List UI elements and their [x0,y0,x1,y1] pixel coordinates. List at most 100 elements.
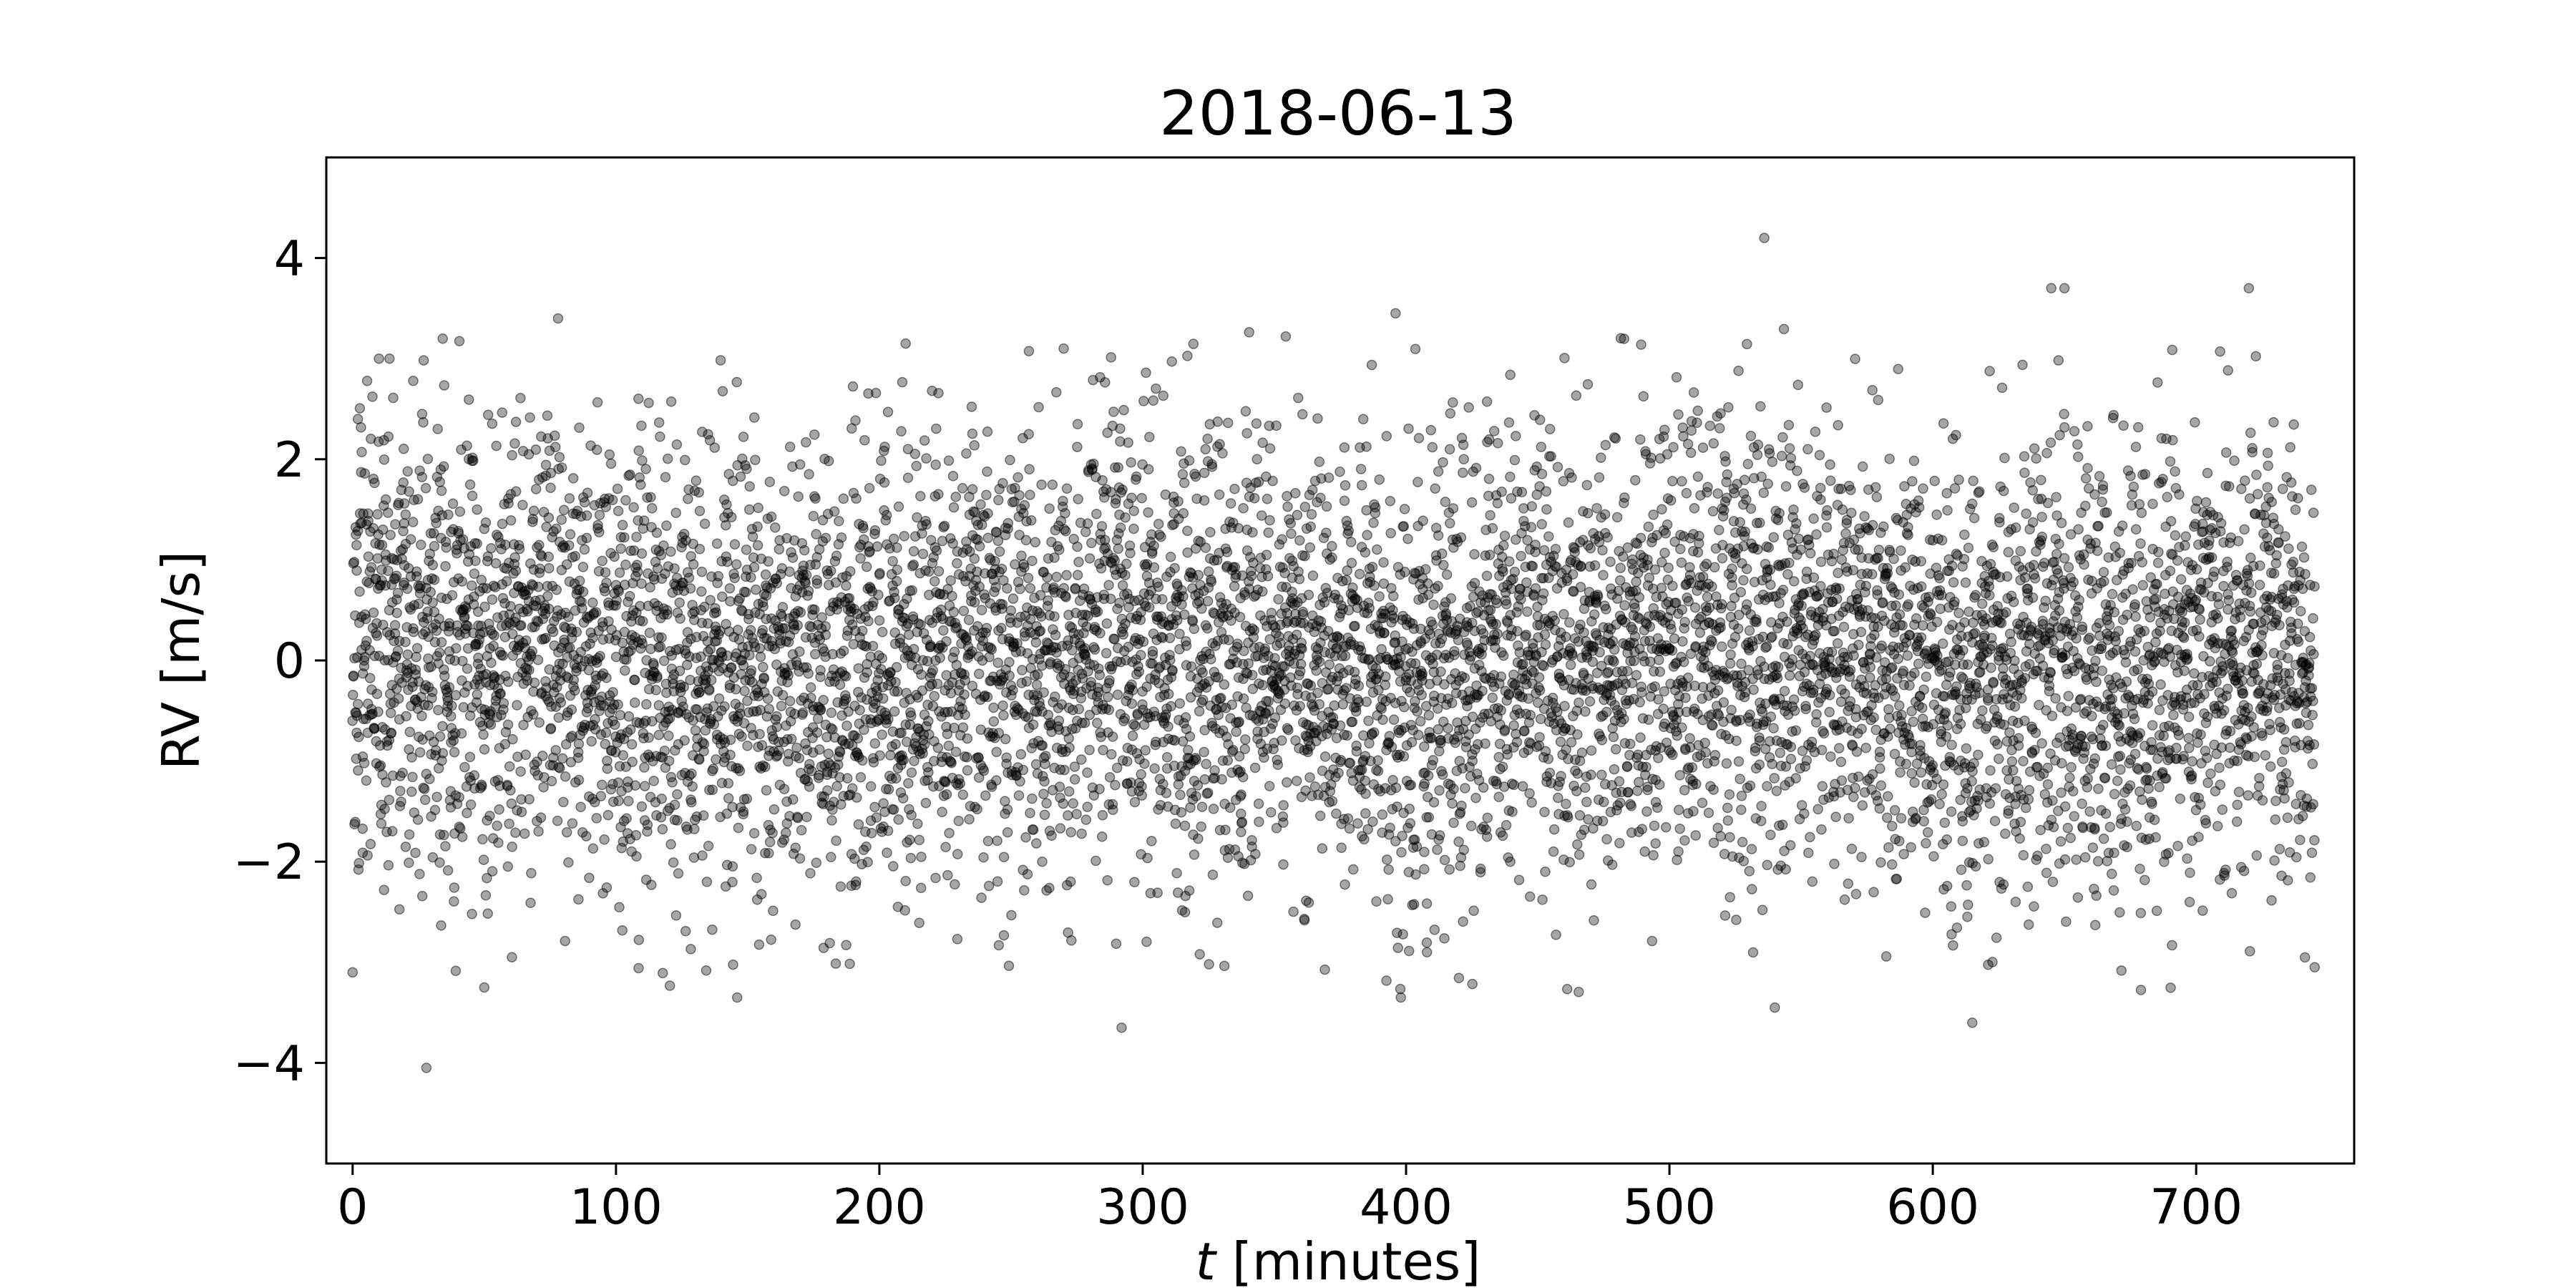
data-point [1445,408,1456,419]
data-point [419,699,430,711]
data-point [426,661,436,673]
data-point [779,784,790,795]
data-point [662,453,673,464]
data-point [1566,648,1578,659]
data-point [1427,619,1438,630]
data-point [1136,790,1148,801]
data-point [652,670,663,682]
data-point [357,847,369,858]
data-point [352,525,364,537]
data-point [643,732,654,743]
data-point [615,543,626,554]
data-point [1631,670,1642,680]
data-point [1420,564,1431,575]
data-point [1058,798,1069,809]
data-point [528,505,540,517]
data-point [467,909,477,919]
data-point [1343,605,1355,616]
data-point [935,653,945,663]
data-point [1589,609,1600,620]
data-point [691,475,702,486]
data-point [423,682,434,693]
data-point [404,744,414,755]
data-point [595,791,607,801]
data-point [1597,816,1609,826]
data-point [1493,791,1504,802]
data-point [1059,764,1070,776]
data-point [366,709,377,720]
data-point [1178,591,1189,602]
data-point [1199,774,1210,785]
data-point [790,919,801,930]
data-point [866,827,877,839]
data-point [355,518,366,529]
data-point [1073,494,1083,504]
data-point [396,796,406,807]
data-point [360,613,371,625]
data-point [1491,618,1501,630]
data-point [446,723,457,733]
data-point [395,771,406,781]
data-point [1430,483,1440,494]
data-point [1107,731,1118,742]
data-point [1587,656,1599,668]
data-point [356,447,367,458]
data-point [448,577,459,587]
data-point [410,694,421,705]
data-point [436,755,447,766]
data-point [497,407,508,418]
data-point [1149,763,1160,774]
data-point [507,733,518,745]
data-point [1146,836,1157,847]
data-point [1025,489,1035,500]
data-point [1153,519,1164,530]
data-point [741,544,752,555]
data-point [931,545,942,556]
data-point [914,834,925,846]
data-point [1586,745,1597,756]
data-point [1180,712,1191,723]
data-point [1094,784,1105,795]
data-point [602,809,614,821]
data-point [892,564,903,575]
data-point [950,746,962,758]
data-point [414,587,426,599]
data-point [1468,905,1479,917]
data-point [1327,552,1337,563]
data-point [1377,714,1388,726]
data-point [444,620,455,632]
data-point [852,733,864,744]
data-point [1037,740,1048,751]
data-point [1214,439,1225,450]
data-point [1444,444,1455,455]
data-point [408,623,419,634]
data-point [831,550,842,562]
data-point [1118,404,1129,416]
data-point [655,431,665,442]
data-point [376,564,387,575]
data-point [1390,782,1402,794]
data-point [1279,698,1290,709]
data-point [425,528,436,539]
data-point [713,570,724,582]
data-point [1314,457,1325,467]
data-point [969,553,980,565]
data-point [1243,658,1254,669]
data-point [992,876,1003,887]
data-point [1136,781,1147,792]
data-point [436,592,447,603]
data-point [1347,716,1358,728]
data-point [380,494,391,505]
data-point [974,541,985,552]
data-point [777,602,789,613]
data-point [916,669,927,680]
data-point [550,441,561,453]
data-point [862,857,873,868]
data-point [1551,930,1561,940]
data-point [933,566,945,577]
data-point [1196,603,1207,614]
data-point [915,619,926,630]
data-point [586,736,597,747]
data-point [407,771,418,783]
data-point [391,683,402,694]
